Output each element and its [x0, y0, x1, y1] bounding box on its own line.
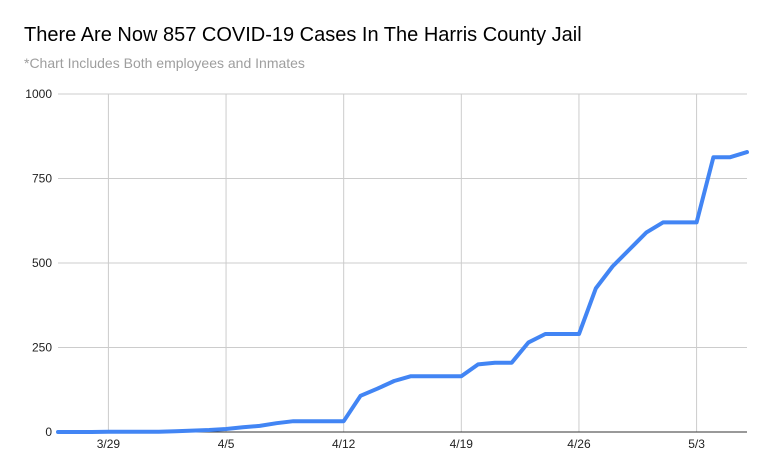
series-layer [56, 150, 749, 434]
y-tick-label: 0 [45, 425, 52, 439]
x-tick-label: 4/19 [450, 437, 474, 451]
chart-subtitle: *Chart Includes Both employees and Inmat… [24, 55, 305, 71]
x-tick-label: 5/3 [688, 437, 705, 451]
x-tick-label: 4/26 [567, 437, 591, 451]
y-tick-label: 250 [32, 341, 52, 355]
axis-layer: 0 250 500 750 1000 3/29 4/5 4/12 4/19 4/26 5/3 [25, 87, 747, 451]
x-tick-label: 3/29 [97, 437, 121, 451]
chart-title: There Are Now 857 COVID-19 Cases In The … [24, 24, 582, 46]
y-tick-label: 1000 [25, 87, 52, 101]
grid-layer [58, 93, 747, 432]
x-tick-label: 4/12 [332, 437, 356, 451]
y-tick-label: 750 [32, 172, 52, 186]
y-tick-label: 500 [32, 256, 52, 270]
series-line [56, 150, 749, 434]
x-tick-label: 4/5 [218, 437, 235, 451]
